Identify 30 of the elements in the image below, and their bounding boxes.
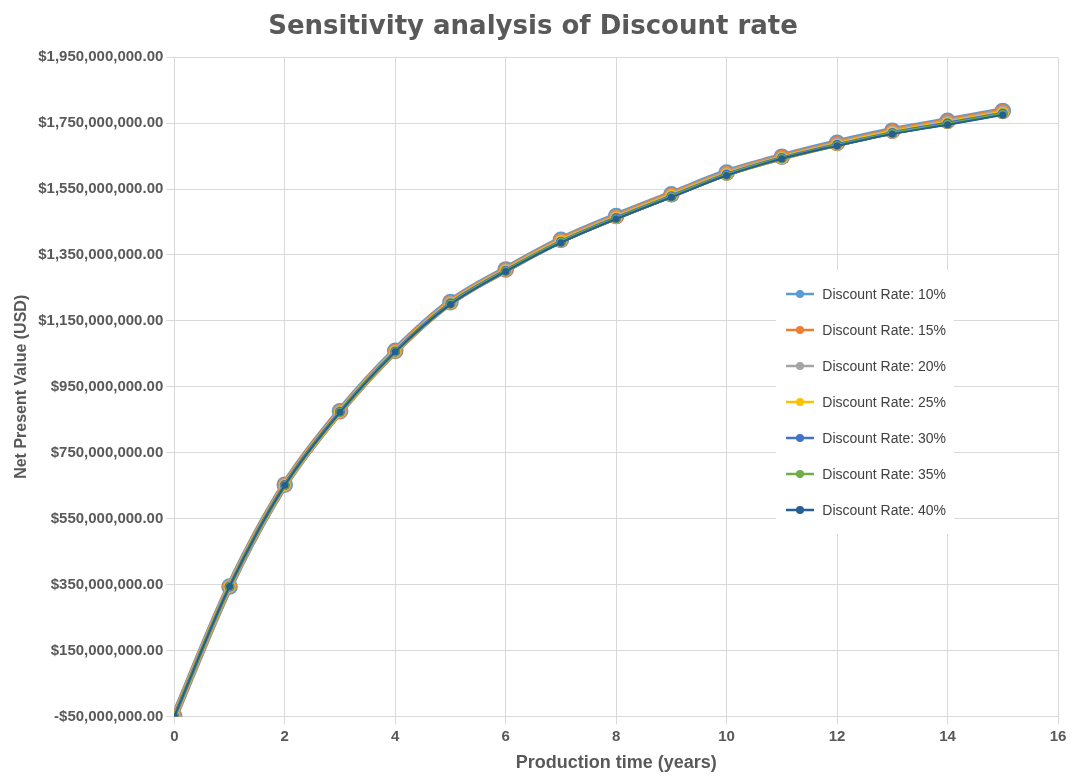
- legend-label: Discount Rate: 35%: [822, 466, 946, 482]
- y-tick-label: $1,150,000,000.00: [38, 311, 164, 329]
- x-tick-label: 2: [280, 726, 289, 744]
- legend-label: Discount Rate: 25%: [822, 394, 946, 410]
- legend-label: Discount Rate: 15%: [822, 322, 946, 338]
- x-tick-label: 4: [391, 726, 401, 744]
- legend-label: Discount Rate: 20%: [822, 358, 946, 374]
- y-tick-label: $1,750,000,000.00: [38, 113, 164, 131]
- y-tick-label: $1,350,000,000.00: [38, 245, 164, 263]
- x-tick-label: 14: [939, 726, 957, 744]
- x-tick-label: 0: [170, 726, 179, 744]
- x-tick-label: 8: [611, 726, 621, 744]
- legend-label: Discount Rate: 40%: [822, 502, 946, 518]
- x-tick-label: 6: [501, 726, 510, 744]
- y-tick-label: $1,550,000,000.00: [38, 179, 164, 197]
- x-axis-title: Production time (years): [515, 752, 717, 773]
- y-tick-label: $750,000,000.00: [50, 442, 164, 460]
- y-tick-label: $350,000,000.00: [50, 574, 164, 592]
- y-axis-title: Net Present Value (USD): [12, 294, 30, 479]
- x-tick-label: 10: [718, 726, 735, 744]
- y-tick-label: $950,000,000.00: [50, 376, 164, 394]
- y-tick-label: $150,000,000.00: [50, 640, 164, 658]
- chart-title: Sensitivity analysis of Discount rate: [268, 10, 798, 41]
- legend-label: Discount Rate: 30%: [822, 430, 946, 446]
- x-tick-label: 16: [1049, 726, 1067, 744]
- legend-label: Discount Rate: 10%: [822, 286, 946, 302]
- y-tick-label: $550,000,000.00: [50, 508, 164, 526]
- x-tick-label: 12: [828, 726, 846, 744]
- y-tick-label: -$50,000,000.00: [54, 706, 164, 724]
- y-tick-label: $1,950,000,000.00: [38, 47, 164, 65]
